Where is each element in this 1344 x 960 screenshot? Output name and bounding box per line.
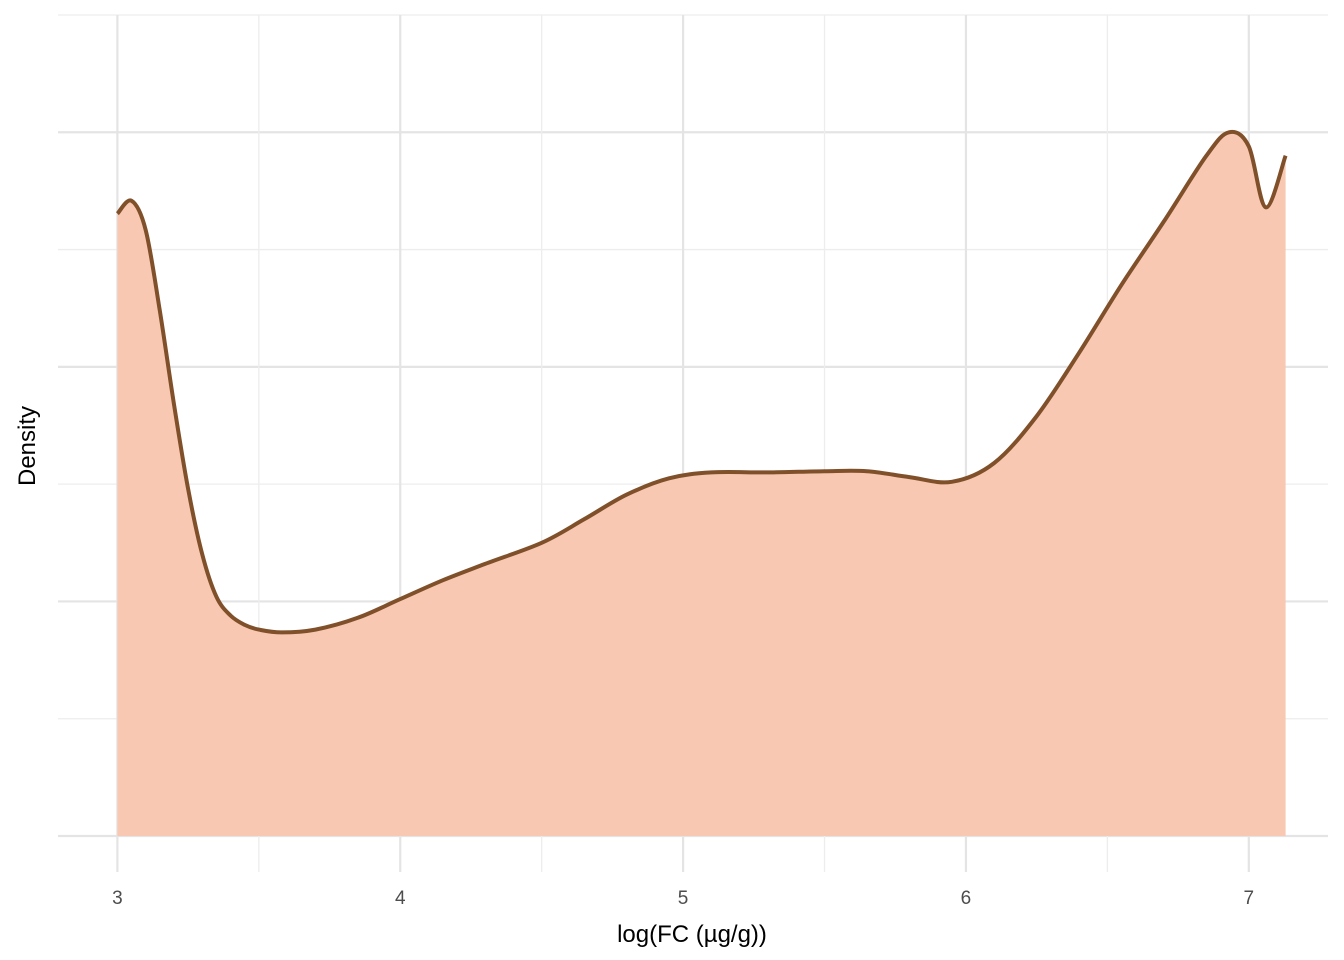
density-curve	[115, 129, 1288, 635]
y-axis-title: Density	[14, 406, 41, 486]
x-tick-label: 3	[112, 888, 123, 909]
x-axis-tick-labels: 3 4 5 6 7	[112, 888, 1254, 909]
x-tick-label: 4	[395, 888, 406, 909]
x-tick-label: 5	[678, 888, 689, 909]
x-axis-title: log(FC (µg/g))	[617, 921, 767, 948]
x-tick-label: 6	[961, 888, 972, 909]
density-area	[117, 131, 1286, 836]
x-tick-label: 7	[1244, 888, 1255, 909]
